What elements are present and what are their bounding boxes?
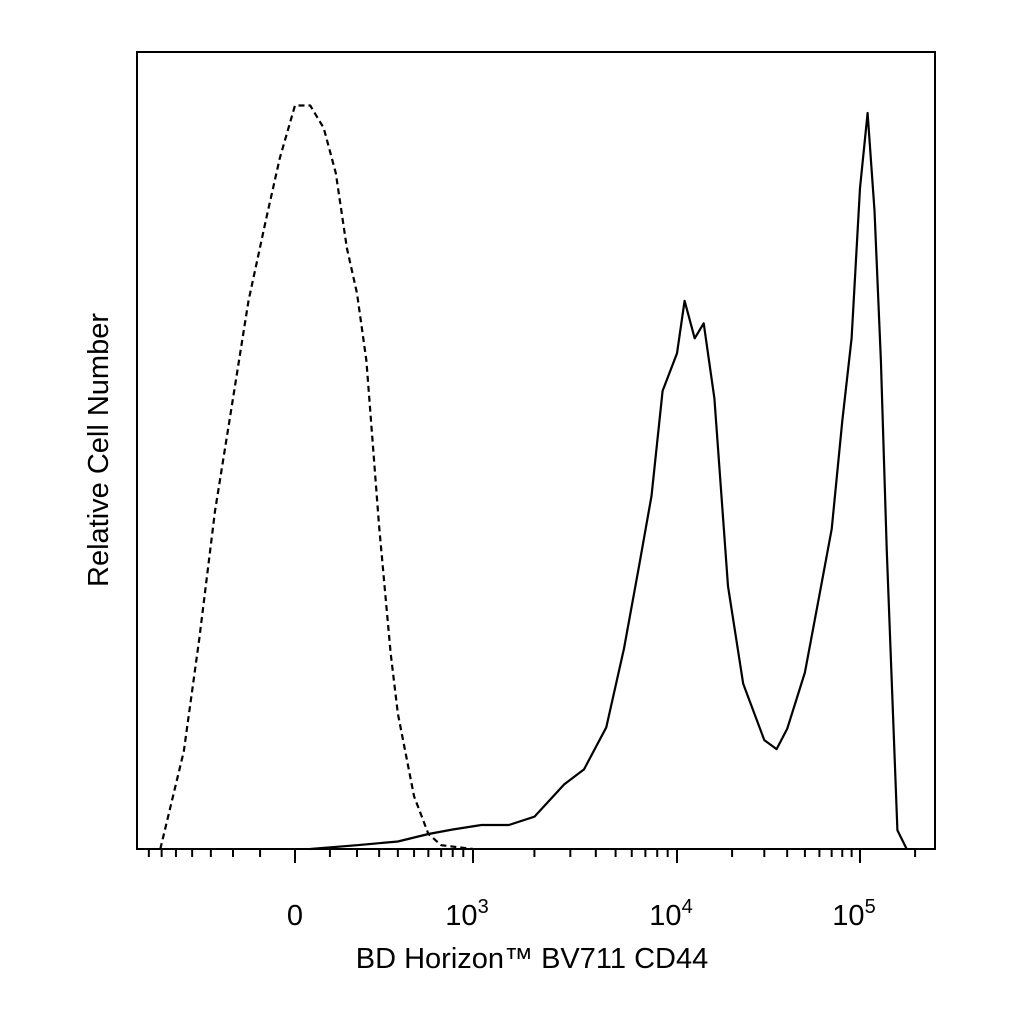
x-tick-label: 105 bbox=[832, 896, 875, 932]
series-layer bbox=[159, 104, 908, 851]
x-tick-label: 0 bbox=[287, 900, 303, 932]
x-tick-label: 103 bbox=[445, 896, 488, 932]
x-axis-ticks bbox=[147, 849, 917, 863]
plot-frame bbox=[136, 51, 936, 850]
series-line-solid bbox=[310, 111, 908, 851]
series-line-dashed bbox=[159, 104, 474, 851]
x-tick-labels: 0 103 104 105 bbox=[287, 896, 876, 932]
x-tick-label: 104 bbox=[649, 896, 692, 932]
y-axis-label: Relative Cell Number bbox=[83, 313, 115, 587]
x-axis-label: BD Horizon™ BV711 CD44 bbox=[356, 943, 708, 975]
